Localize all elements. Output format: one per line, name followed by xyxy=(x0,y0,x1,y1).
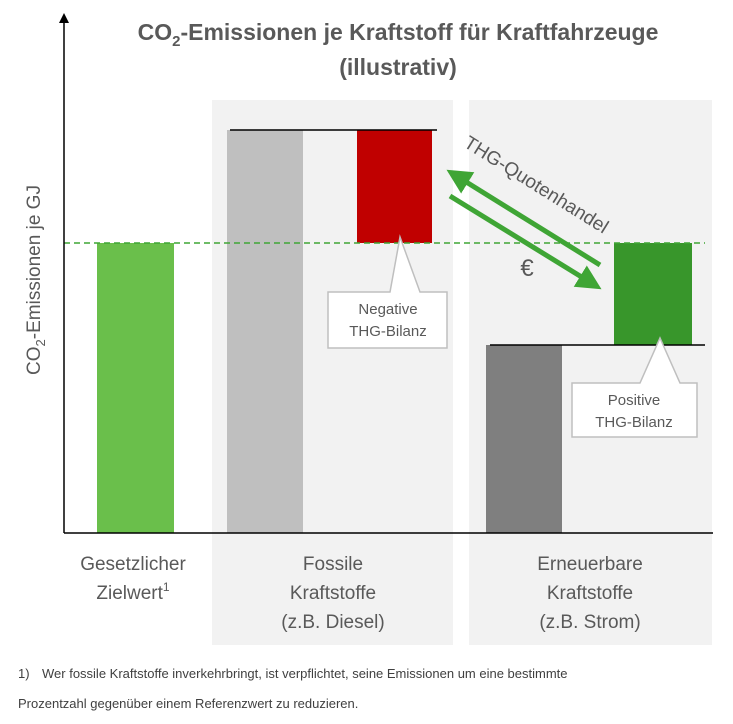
label-part: CO xyxy=(24,346,45,375)
callout-text: THG-Bilanz xyxy=(349,323,427,340)
title-part: CO xyxy=(138,19,173,45)
bar-positive xyxy=(614,243,692,345)
callout-text: Negative xyxy=(358,301,417,318)
bar-target xyxy=(97,243,174,533)
arrow-right xyxy=(448,193,602,290)
title-part: -Emissionen je Kraftstoff für Kraftfahrz… xyxy=(180,19,658,45)
title: (illustrativ) xyxy=(339,54,457,80)
title: CO2-Emissionen je Kraftstoff für Kraftfa… xyxy=(138,19,659,50)
category-label: Zielwert1 xyxy=(96,580,170,604)
category-label: Gesetzlicher xyxy=(80,554,186,575)
category-label: Erneuerbare xyxy=(537,554,643,575)
footnote: Prozentzahl gegenüber einem Referenzwert… xyxy=(18,696,358,711)
category-label: Kraftstoffe xyxy=(547,583,633,604)
label-part: -Emissionen je GJ xyxy=(24,185,45,339)
bar-negative xyxy=(357,130,432,243)
category-label: (z.B. Strom) xyxy=(539,612,640,633)
currency: € xyxy=(520,255,534,282)
bar-renewable xyxy=(486,345,562,533)
footnote: 1) Wer fossile Kraftstoffe inverkehrbring… xyxy=(18,666,568,681)
callout-text: THG-Bilanz xyxy=(595,414,673,431)
category-label: Kraftstoffe xyxy=(290,583,376,604)
callout-text: Positive xyxy=(608,392,661,409)
label-part: 1 xyxy=(163,580,170,594)
label-part: 2 xyxy=(33,339,48,346)
arrow-left xyxy=(446,169,602,268)
category-label: Fossile xyxy=(303,554,363,575)
title-part: 2 xyxy=(172,33,180,50)
footnote-marker: 1) xyxy=(18,666,30,681)
callout-box xyxy=(327,234,448,349)
footnote-text: Wer fossile Kraftstoffe inverkehrbringt,… xyxy=(42,666,568,681)
bar-fossil xyxy=(227,130,303,533)
label-part: Zielwert xyxy=(96,583,163,604)
y-axis-label: CO2-Emissionen je GJ xyxy=(24,185,48,375)
callout-box xyxy=(571,336,698,438)
category-label: (z.B. Diesel) xyxy=(281,612,384,633)
